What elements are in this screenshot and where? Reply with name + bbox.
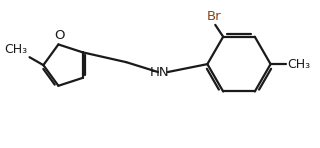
Text: HN: HN [150,66,170,79]
Text: CH₃: CH₃ [287,58,310,71]
Text: CH₃: CH₃ [4,43,28,56]
Text: Br: Br [207,10,221,23]
Text: O: O [54,29,65,42]
